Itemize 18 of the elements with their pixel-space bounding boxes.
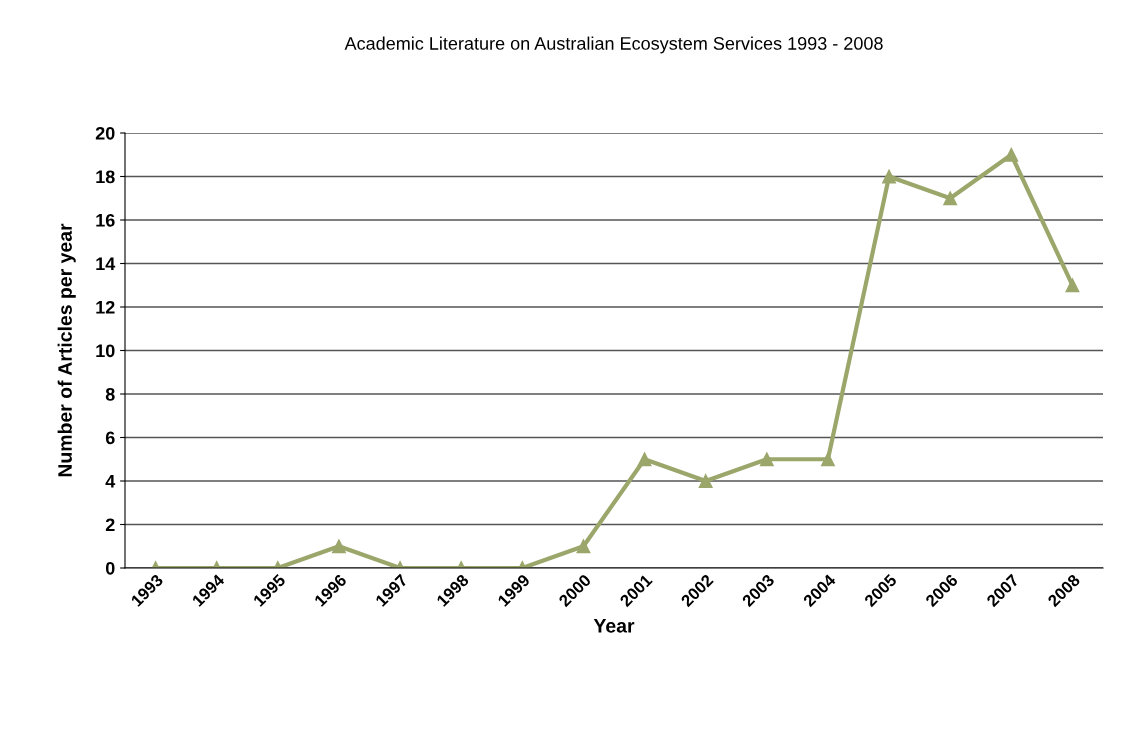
y-tick-label: 16	[96, 213, 115, 227]
chart-title: Academic Literature on Australian Ecosystem Services 1993 - 2008	[344, 36, 883, 54]
x-axis-title: Year	[593, 619, 635, 633]
point	[943, 191, 958, 206]
y-tick-label: 14	[96, 257, 116, 271]
y-tick-label: 0	[105, 561, 115, 575]
y-tick-label: 4	[105, 475, 116, 488]
y-tick-label: 2	[105, 518, 115, 532]
y-tick-label: 6	[105, 431, 115, 445]
point	[1004, 147, 1019, 162]
y-tick-label: 8	[105, 387, 115, 401]
y-tick-label: 12	[96, 300, 115, 314]
y-tick-label: 10	[96, 344, 115, 358]
y-tick-label: 20	[95, 126, 115, 140]
y-tick-label: 18	[96, 170, 115, 184]
point	[1065, 278, 1080, 293]
point	[882, 169, 897, 184]
y-axis-title: Number of Articles per year	[57, 223, 76, 477]
